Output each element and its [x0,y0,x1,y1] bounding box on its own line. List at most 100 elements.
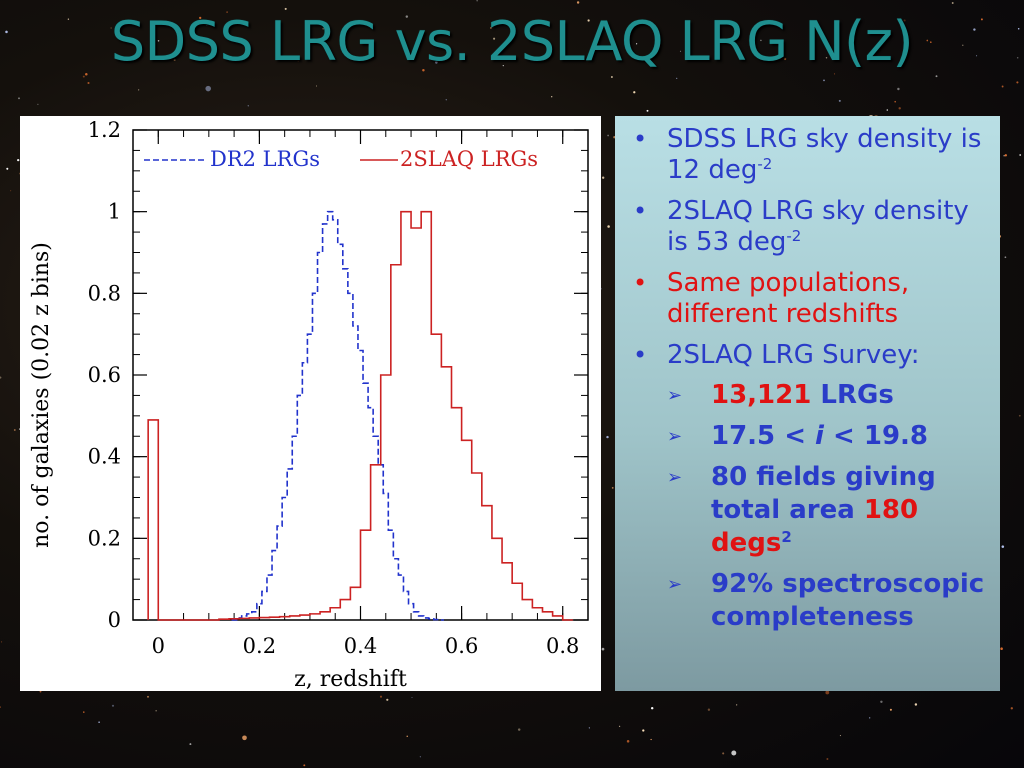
star [618,725,621,727]
star [869,717,871,719]
star [67,18,70,20]
chart-svg: 0 0.2 0.4 0.6 0.8 1 1.2 0 0.2 0.4 0.6 0.8 z, redshif… [29,118,589,691]
star [6,167,9,170]
star [247,105,249,107]
arrow-bullet-icon: ➢ [667,467,683,488]
star [85,72,88,76]
sub-bullet-list: ➢ 13,121 LRGs ➢ 17.5 < i < 19.8 ➢ 80 fie… [667,379,988,634]
bullet-list: • SDSS LRG sky density is 12 deg-2 • 2SL… [629,124,988,634]
star [1010,707,1013,710]
bullet-dot-icon: • [633,125,648,153]
star [760,39,762,42]
star [823,79,825,82]
star [502,64,504,67]
arrow-bullet-icon: ➢ [667,426,683,447]
star [894,100,896,103]
y-tick-label: 1.2 [88,118,121,142]
star [490,27,492,29]
star [976,55,978,57]
bullet-dot-icon: • [633,197,648,225]
star [610,76,613,78]
arrow-bullet-icon: ➢ [667,574,683,595]
y-tick-label: 1 [108,200,121,224]
sub-bullet-completeness: ➢ 92% spectroscopic completeness [667,568,988,634]
star [411,696,413,699]
star [0,706,1,708]
star [476,0,478,2]
star [886,109,889,111]
star [303,764,306,767]
star [1016,57,1019,59]
area-value: 180 [863,495,919,525]
star [1,641,3,643]
star [650,706,654,710]
area-unit-sup: 2 [781,528,792,546]
x-tick-label: 0.6 [445,634,478,658]
star [83,711,85,713]
star [607,225,610,228]
y-tick-label: 0 [108,608,121,632]
bullet-text: 2SLAQ LRG Survey: [667,340,920,370]
star [39,690,42,693]
star [138,89,140,91]
star [1018,414,1021,417]
star [205,85,211,92]
y-tick-label: 0.8 [88,281,121,305]
fields-text: 80 fields giving total area [711,462,936,525]
bullet-item-sdss-density: • SDSS LRG sky density is 12 deg-2 [629,124,988,186]
x-tick-label: 0.8 [546,634,579,658]
star [284,7,287,10]
star [980,18,983,21]
star [951,2,954,4]
magnitude-pre: 17.5 < [711,421,816,451]
star [1004,154,1008,157]
star [242,735,247,741]
bullet-text: Same populations, different redshifts [667,268,910,329]
star [636,43,638,45]
star [611,487,614,489]
star [510,35,512,38]
star [587,19,590,22]
star [173,58,176,62]
y-tick-label: 0.4 [88,445,121,469]
star [898,107,901,110]
star [930,41,932,43]
bullets-panel: • SDSS LRG sky density is 12 deg-2 • 2SL… [615,116,1000,691]
bullet-sup: -2 [757,155,773,173]
star [889,708,892,711]
y-tick-label: 0.2 [88,526,121,550]
star [606,435,609,439]
magnitude-band: i [815,421,824,451]
arrow-bullet-icon: ➢ [667,385,683,406]
x-tick-label: 0.2 [243,634,276,658]
star [0,376,2,379]
star [517,728,521,731]
star [419,756,421,758]
x-tick-label: 0.4 [344,634,377,658]
star [588,727,590,729]
star [1001,85,1004,88]
area-unit: degs [711,528,782,558]
star [155,710,157,712]
bullet-dot-icon: • [633,269,648,297]
star [297,60,299,62]
star [82,75,85,78]
star [13,429,16,431]
bullet-text: SDSS LRG sky density is 12 deg [667,124,982,185]
star [722,752,725,755]
star [679,50,682,52]
bullet-sup: -2 [786,227,802,245]
star [833,73,836,75]
star [676,77,678,80]
star [551,96,553,98]
bullet-item-survey: • 2SLAQ LRG Survey: ➢ 13,121 LRGs ➢ 17.5… [629,340,988,634]
star [707,708,711,711]
redshift-histogram-chart: 0 0.2 0.4 0.6 0.8 1 1.2 0 0.2 0.4 0.6 0.8 z, redshif… [20,116,601,691]
star [646,109,649,112]
star [445,99,447,101]
star [897,87,900,91]
star [202,21,204,24]
lrg-count-label: LRGs [811,380,894,410]
star [880,700,883,704]
star [642,729,645,732]
